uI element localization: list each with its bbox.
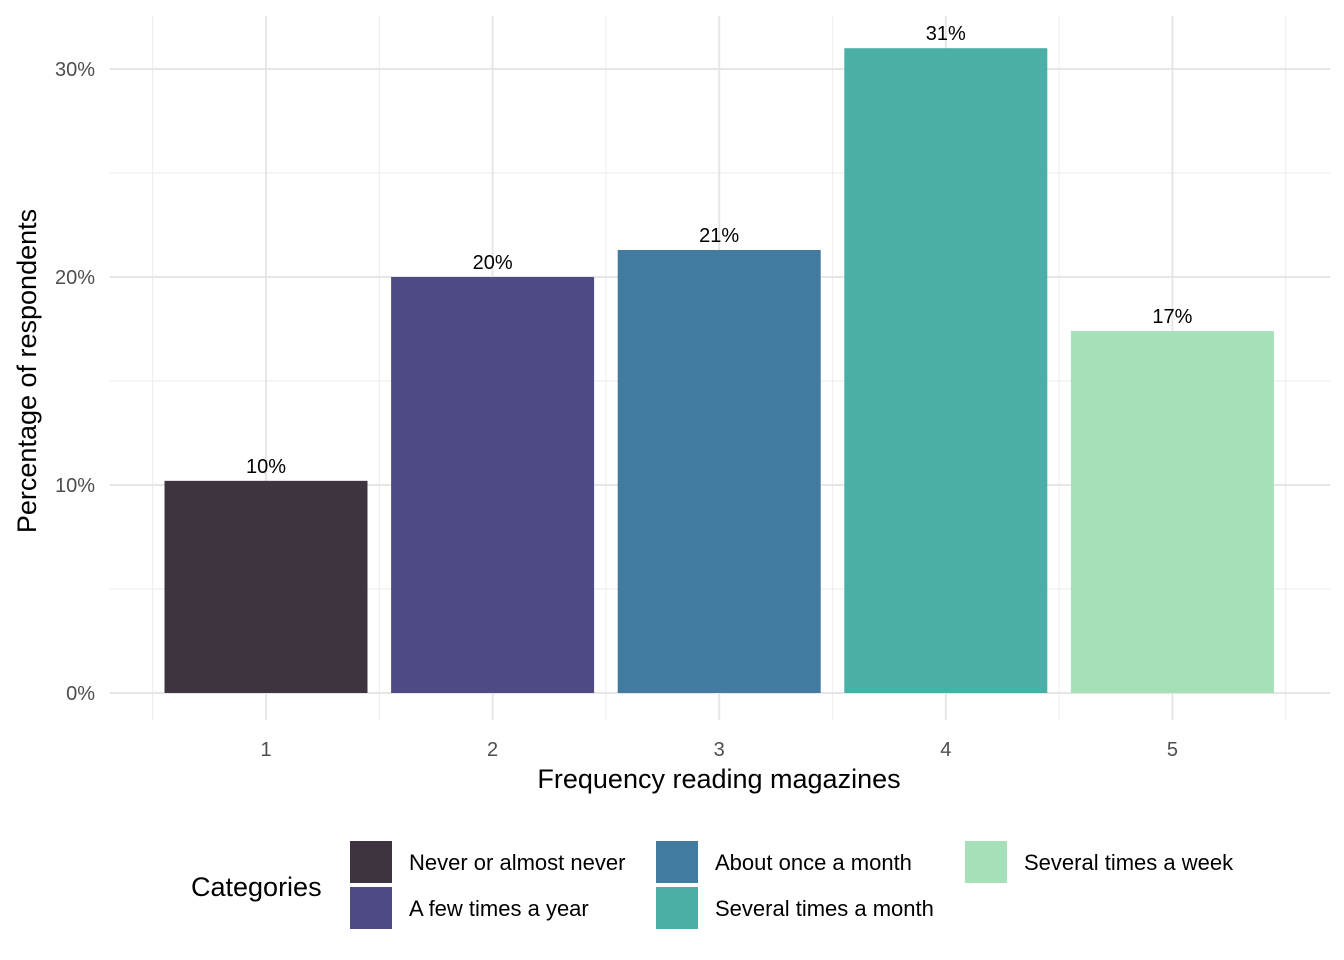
x-tick-label: 3 [714, 739, 725, 761]
legend-label: A few times a year [409, 896, 589, 921]
y-tick-label: 10% [55, 475, 95, 497]
x-tick-label: 5 [1167, 739, 1178, 761]
bar-value-label: 31% [926, 23, 966, 45]
bar-labels: 10% 20% 21% 31% 17% [246, 23, 1193, 478]
x-axis-title: Frequency reading magazines [537, 764, 900, 794]
bar-1 [164, 480, 368, 693]
bar-value-label: 10% [246, 456, 286, 478]
y-tick-label: 0% [66, 683, 95, 705]
legend-label: About once a month [715, 850, 912, 875]
y-axis-title: Percentage of respondents [12, 209, 42, 533]
legend-swatch [350, 841, 392, 883]
x-tick-label: 4 [940, 739, 951, 761]
bar-5 [1070, 331, 1274, 693]
bars [164, 48, 1274, 693]
legend-title: Categories [191, 872, 322, 902]
legend-label: Several times a week [1024, 850, 1234, 875]
legend-swatch [656, 841, 698, 883]
x-tick-label: 1 [260, 739, 271, 761]
legend-swatch [656, 887, 698, 929]
legend-label: Several times a month [715, 896, 934, 921]
y-axis-ticks: 0% 10% 20% 30% [55, 59, 95, 705]
x-tick-label: 2 [487, 739, 498, 761]
bar-value-label: 17% [1152, 306, 1192, 328]
legend-swatch [350, 887, 392, 929]
legend: Categories Never or almost never A few ti… [191, 841, 1234, 929]
bar-4 [844, 48, 1048, 693]
y-tick-label: 20% [55, 267, 95, 289]
bar-value-label: 21% [699, 225, 739, 247]
x-axis-ticks: 1 2 3 4 5 [260, 739, 1178, 761]
legend-swatch [965, 841, 1007, 883]
bar-3 [617, 249, 821, 693]
y-tick-label: 30% [55, 59, 95, 81]
legend-label: Never or almost never [409, 850, 625, 875]
bar-2 [391, 277, 595, 693]
bar-value-label: 20% [473, 252, 513, 274]
